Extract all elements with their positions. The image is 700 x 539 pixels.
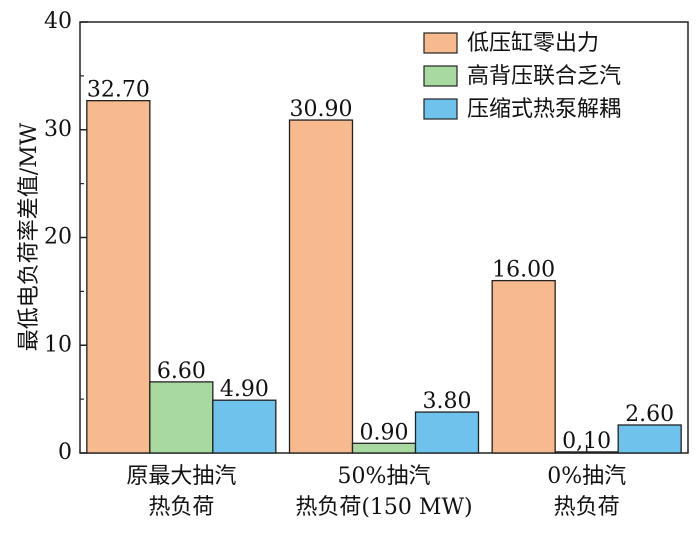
bar-value-label: 0.90 bbox=[360, 420, 409, 445]
x-category-label: 0%抽汽热负荷 bbox=[547, 464, 626, 520]
axes: 0 10 20 30 40 原最大抽汽热负荷 50%抽汽热负荷(150 MW) 0%抽汽热负荷 bbox=[44, 9, 689, 520]
bar-value-label: 6.60 bbox=[157, 359, 206, 384]
bar bbox=[212, 399, 277, 454]
data-labels: 32.70 6.60 4.90 30.90 0.90 3.80 16.00 0,10 2.60 bbox=[87, 78, 674, 454]
bar-value-label: 0,10 bbox=[562, 429, 611, 454]
y-tick-label: 10 bbox=[44, 332, 72, 357]
y-axis-title: 最低电负荷率差值/MW bbox=[17, 122, 42, 351]
y-tick-label: 30 bbox=[44, 117, 72, 142]
bar-value-label: 4.90 bbox=[220, 377, 269, 402]
legend-swatch bbox=[423, 32, 458, 54]
y-tick-label: 40 bbox=[44, 9, 72, 34]
legend-label: 压缩式热泵解耦 bbox=[467, 97, 621, 122]
bar-value-label: 16.00 bbox=[492, 258, 555, 283]
y-tick-label: 0 bbox=[58, 440, 72, 465]
bar-value-label: 3.80 bbox=[423, 389, 472, 414]
bar bbox=[414, 411, 480, 454]
legend-swatch bbox=[423, 65, 458, 87]
bar-value-label: 2.60 bbox=[625, 402, 674, 427]
bar bbox=[288, 119, 354, 454]
bar-value-label: 30.90 bbox=[290, 97, 353, 122]
bar bbox=[149, 381, 214, 454]
legend-swatch bbox=[423, 98, 458, 120]
x-category-label: 50%抽汽热负荷(150 MW) bbox=[295, 464, 472, 520]
bar bbox=[617, 424, 682, 454]
x-category-label: 原最大抽汽热负荷 bbox=[126, 464, 236, 520]
y-tick-label: 20 bbox=[44, 225, 72, 250]
bar bbox=[491, 279, 556, 454]
bars bbox=[86, 100, 682, 454]
bar bbox=[86, 100, 151, 454]
bar-value-label: 32.70 bbox=[87, 78, 150, 103]
legend-label: 低压缸零出力 bbox=[467, 31, 599, 56]
legend-label: 高背压联合乏汽 bbox=[467, 64, 621, 89]
